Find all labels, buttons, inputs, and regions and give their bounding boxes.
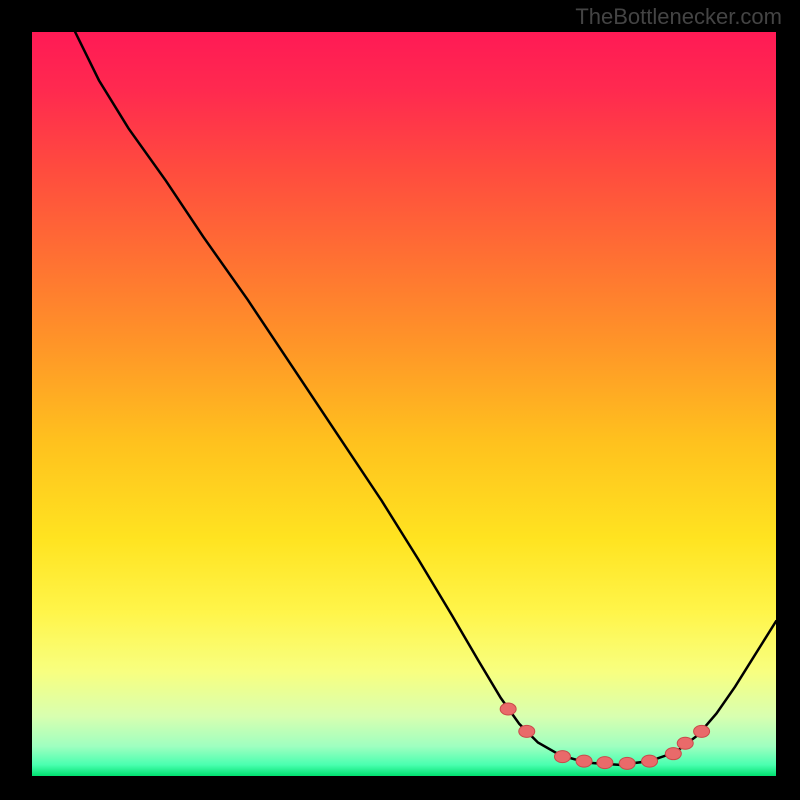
chart-plot-area	[32, 32, 776, 776]
curve-marker	[694, 725, 710, 737]
curve-marker	[597, 757, 613, 769]
chart-svg	[32, 32, 776, 776]
chart-background	[32, 32, 776, 776]
frame-border-bottom	[0, 776, 800, 800]
curve-marker	[665, 748, 681, 760]
curve-marker	[677, 737, 693, 749]
frame-border-left	[0, 0, 32, 800]
curve-marker	[619, 757, 635, 769]
curve-marker	[519, 725, 535, 737]
curve-marker	[576, 755, 592, 767]
curve-marker	[554, 751, 570, 763]
watermark-text: TheBottlenecker.com	[575, 4, 782, 30]
curve-marker	[500, 703, 516, 715]
curve-marker	[642, 755, 658, 767]
frame-border-right	[776, 0, 800, 800]
